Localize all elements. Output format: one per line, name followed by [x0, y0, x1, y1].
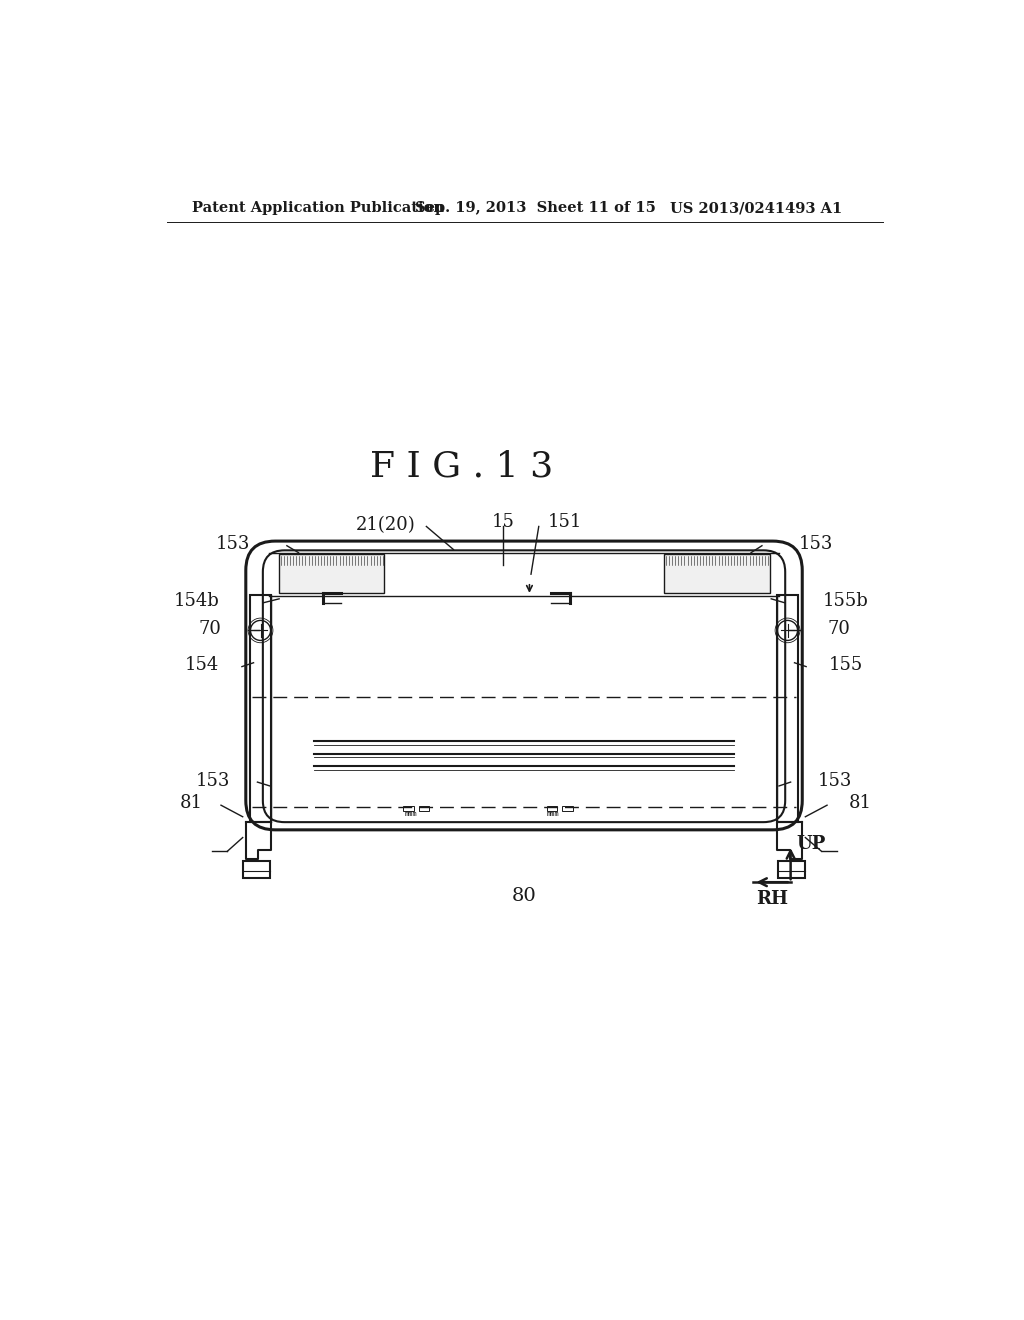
Bar: [776, 595, 799, 822]
Text: F I G . 1 3: F I G . 1 3: [370, 449, 553, 483]
Bar: [419, 807, 429, 812]
Text: RH: RH: [756, 890, 788, 908]
Text: 151: 151: [548, 513, 583, 531]
Text: 155b: 155b: [822, 593, 868, 610]
Text: mmm: mmm: [547, 812, 559, 817]
Text: 154b: 154b: [174, 593, 219, 610]
Text: 81: 81: [179, 793, 203, 812]
Text: Patent Application Publication: Patent Application Publication: [191, 202, 443, 215]
Text: 154: 154: [185, 656, 219, 675]
Bar: [243, 862, 270, 878]
Bar: [665, 554, 770, 594]
Text: 15: 15: [492, 513, 514, 531]
Bar: [778, 862, 805, 878]
Text: mmm: mmm: [404, 812, 417, 817]
Text: Sep. 19, 2013  Sheet 11 of 15: Sep. 19, 2013 Sheet 11 of 15: [415, 202, 655, 215]
Text: 70: 70: [198, 620, 221, 638]
Bar: [250, 595, 271, 822]
Bar: [403, 807, 414, 812]
Text: 153: 153: [196, 772, 230, 789]
Bar: [280, 554, 384, 594]
Text: 70: 70: [827, 620, 850, 638]
Text: 21(20): 21(20): [355, 516, 415, 533]
Text: 155: 155: [828, 656, 863, 675]
Text: 153: 153: [216, 535, 251, 553]
Text: 80: 80: [512, 887, 537, 906]
Bar: [547, 807, 557, 812]
Text: UP: UP: [797, 834, 826, 853]
Bar: [562, 807, 572, 812]
Text: 153: 153: [799, 535, 834, 553]
Text: 81: 81: [849, 793, 871, 812]
Text: 153: 153: [818, 772, 852, 789]
Text: US 2013/0241493 A1: US 2013/0241493 A1: [671, 202, 843, 215]
